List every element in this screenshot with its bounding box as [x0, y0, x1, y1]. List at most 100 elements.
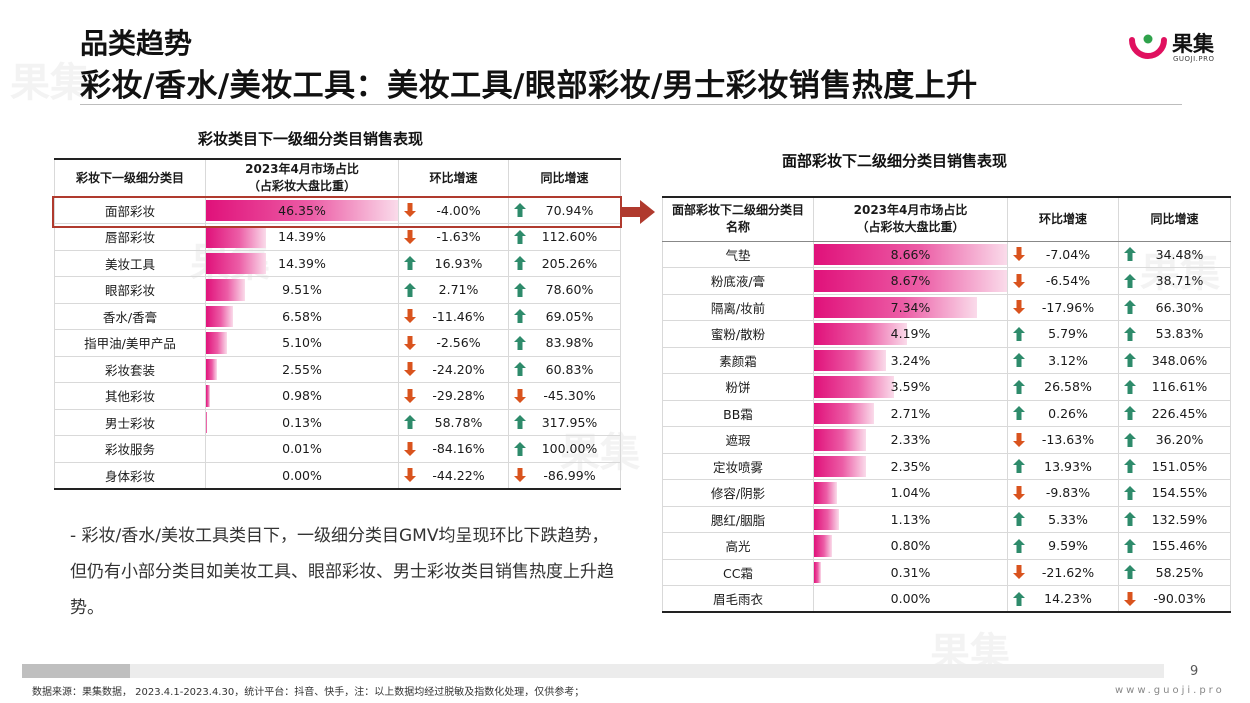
mom-value: 9.59%: [1048, 538, 1088, 554]
brand-logo: 果集 GUOJI.PRO: [1128, 28, 1238, 68]
share-bar: [814, 561, 821, 583]
mom-value: -2.56%: [436, 335, 481, 351]
trend-up-icon: [1013, 512, 1025, 527]
share-bar: [814, 296, 978, 318]
column-header-category: 面部彩妆下二级细分类目 名称: [662, 196, 814, 242]
yoy-cell: -45.30%: [508, 382, 621, 410]
category-name: 隔离/妆前: [662, 293, 814, 321]
category-name: 眼部彩妆: [54, 276, 206, 304]
trend-down-icon: [1013, 565, 1025, 580]
table-row: 面部彩妆 46.35% -4.00% 70.94%: [54, 196, 621, 224]
mom-value: -24.20%: [432, 361, 485, 377]
share-bar: [814, 270, 1007, 292]
share-cell: 5.10%: [205, 329, 399, 357]
mom-cell: -4.00%: [398, 196, 509, 224]
trend-down-icon: [404, 441, 416, 456]
category-name: 腮红/胭脂: [662, 505, 814, 533]
yoy-cell: -86.99%: [508, 461, 621, 490]
trend-up-icon: [514, 441, 526, 456]
share-cell: 3.24%: [813, 346, 1008, 374]
table-row: 美妆工具 14.39% 16.93% 205.26%: [54, 249, 621, 277]
share-cell: 0.80%: [813, 532, 1008, 560]
share-cell: 7.34%: [813, 293, 1008, 321]
mom-value: -6.54%: [1045, 273, 1091, 289]
mom-value: -4.00%: [436, 202, 481, 218]
table-row: 修容/阴影 1.04% -9.83% 154.55%: [662, 479, 1231, 507]
category-name: 遮瑕: [662, 426, 814, 454]
yoy-cell: 205.26%: [508, 249, 621, 277]
trend-up-icon: [1013, 353, 1025, 368]
category-name: 粉底液/膏: [662, 267, 814, 295]
share-cell: 3.59%: [813, 373, 1008, 401]
title-divider: [80, 104, 1182, 105]
table-row: BB霜 2.71% 0.26% 226.45%: [662, 399, 1231, 427]
yoy-cell: 226.45%: [1118, 399, 1231, 427]
share-value: 1.04%: [890, 485, 931, 501]
share-value: 14.39%: [278, 229, 326, 245]
category-name: 修容/阴影: [662, 479, 814, 507]
category-name: 粉饼: [662, 373, 814, 401]
trend-up-icon: [514, 335, 526, 350]
mom-cell: -17.96%: [1007, 293, 1119, 321]
trend-down-icon: [404, 388, 416, 403]
page-subtitle: 彩妆/香水/美妆工具：美妆工具/眼部彩妆/男士彩妆销售热度上升: [80, 68, 978, 104]
table-row: 彩妆服务 0.01% -84.16% 100.00%: [54, 435, 621, 463]
share-value: 3.59%: [890, 379, 931, 395]
share-bar: [814, 508, 840, 530]
mom-cell: -44.22%: [398, 461, 509, 490]
data-source: 数据来源：果集数据， 2023.4.1-2023.4.30，统计平台：抖音、快手…: [32, 687, 585, 698]
share-value: 2.35%: [890, 458, 931, 474]
mom-cell: -24.20%: [398, 355, 509, 383]
share-cell: 9.51%: [205, 276, 399, 304]
mom-value: 14.23%: [1044, 591, 1092, 606]
trend-up-icon: [1124, 538, 1136, 553]
share-cell: 4.19%: [813, 320, 1008, 348]
yoy-value: 60.83%: [545, 361, 594, 377]
yoy-cell: 132.59%: [1118, 505, 1231, 533]
share-value: 0.01%: [282, 441, 322, 457]
share-bar: [206, 199, 398, 221]
category-name: 面部彩妆: [54, 196, 206, 224]
mom-value: -7.04%: [1045, 246, 1091, 262]
share-value: 14.39%: [278, 255, 326, 271]
column-header-mom: 环比增速: [1007, 196, 1119, 242]
mom-value: -17.96%: [1041, 299, 1095, 315]
share-cell: 1.04%: [813, 479, 1008, 507]
mom-value: 0.26%: [1048, 405, 1088, 421]
logo-subtext: GUOJI.PRO: [1173, 55, 1215, 63]
mom-value: 5.33%: [1048, 511, 1088, 527]
yoy-value: 116.61%: [1151, 379, 1208, 395]
trend-up-icon: [1013, 538, 1025, 553]
table-row: CC霜 0.31% -21.62% 58.25%: [662, 558, 1231, 586]
yoy-value: 66.30%: [1155, 299, 1204, 315]
yoy-value: 154.55%: [1151, 485, 1208, 501]
category-name: 气垫: [662, 240, 814, 268]
mom-cell: 14.23%: [1007, 585, 1119, 613]
yoy-cell: 348.06%: [1118, 346, 1231, 374]
share-bar: [206, 226, 266, 248]
trend-down-icon: [404, 335, 416, 350]
share-value: 2.33%: [890, 432, 931, 448]
share-bar: [814, 376, 894, 398]
summary-note: - 彩妆/香水/美妆工具类目下，一级细分类目GMV均呈现环比下跌趋势，但仍有小部…: [70, 526, 614, 618]
column-header-yoy: 同比增速: [1118, 196, 1231, 242]
trend-up-icon: [1124, 273, 1136, 288]
yoy-value: 226.45%: [1151, 405, 1208, 421]
share-bar: [814, 535, 832, 557]
yoy-value: 58.25%: [1155, 564, 1204, 580]
mom-cell: 5.33%: [1007, 505, 1119, 533]
category-name: CC霜: [662, 558, 814, 586]
share-bar: [814, 429, 866, 451]
yoy-cell: 58.25%: [1118, 558, 1231, 586]
trend-up-icon: [1124, 512, 1136, 527]
trend-up-icon: [514, 415, 526, 430]
trend-up-icon: [1013, 459, 1025, 474]
mom-value: -9.83%: [1045, 485, 1091, 501]
share-value: 4.19%: [890, 326, 931, 342]
yoy-value: 205.26%: [541, 255, 598, 271]
yoy-cell: 100.00%: [508, 435, 621, 463]
category-name: 蜜粉/散粉: [662, 320, 814, 348]
trend-up-icon: [404, 415, 416, 430]
category-name: 其他彩妆: [54, 382, 206, 410]
yoy-cell: 38.71%: [1118, 267, 1231, 295]
